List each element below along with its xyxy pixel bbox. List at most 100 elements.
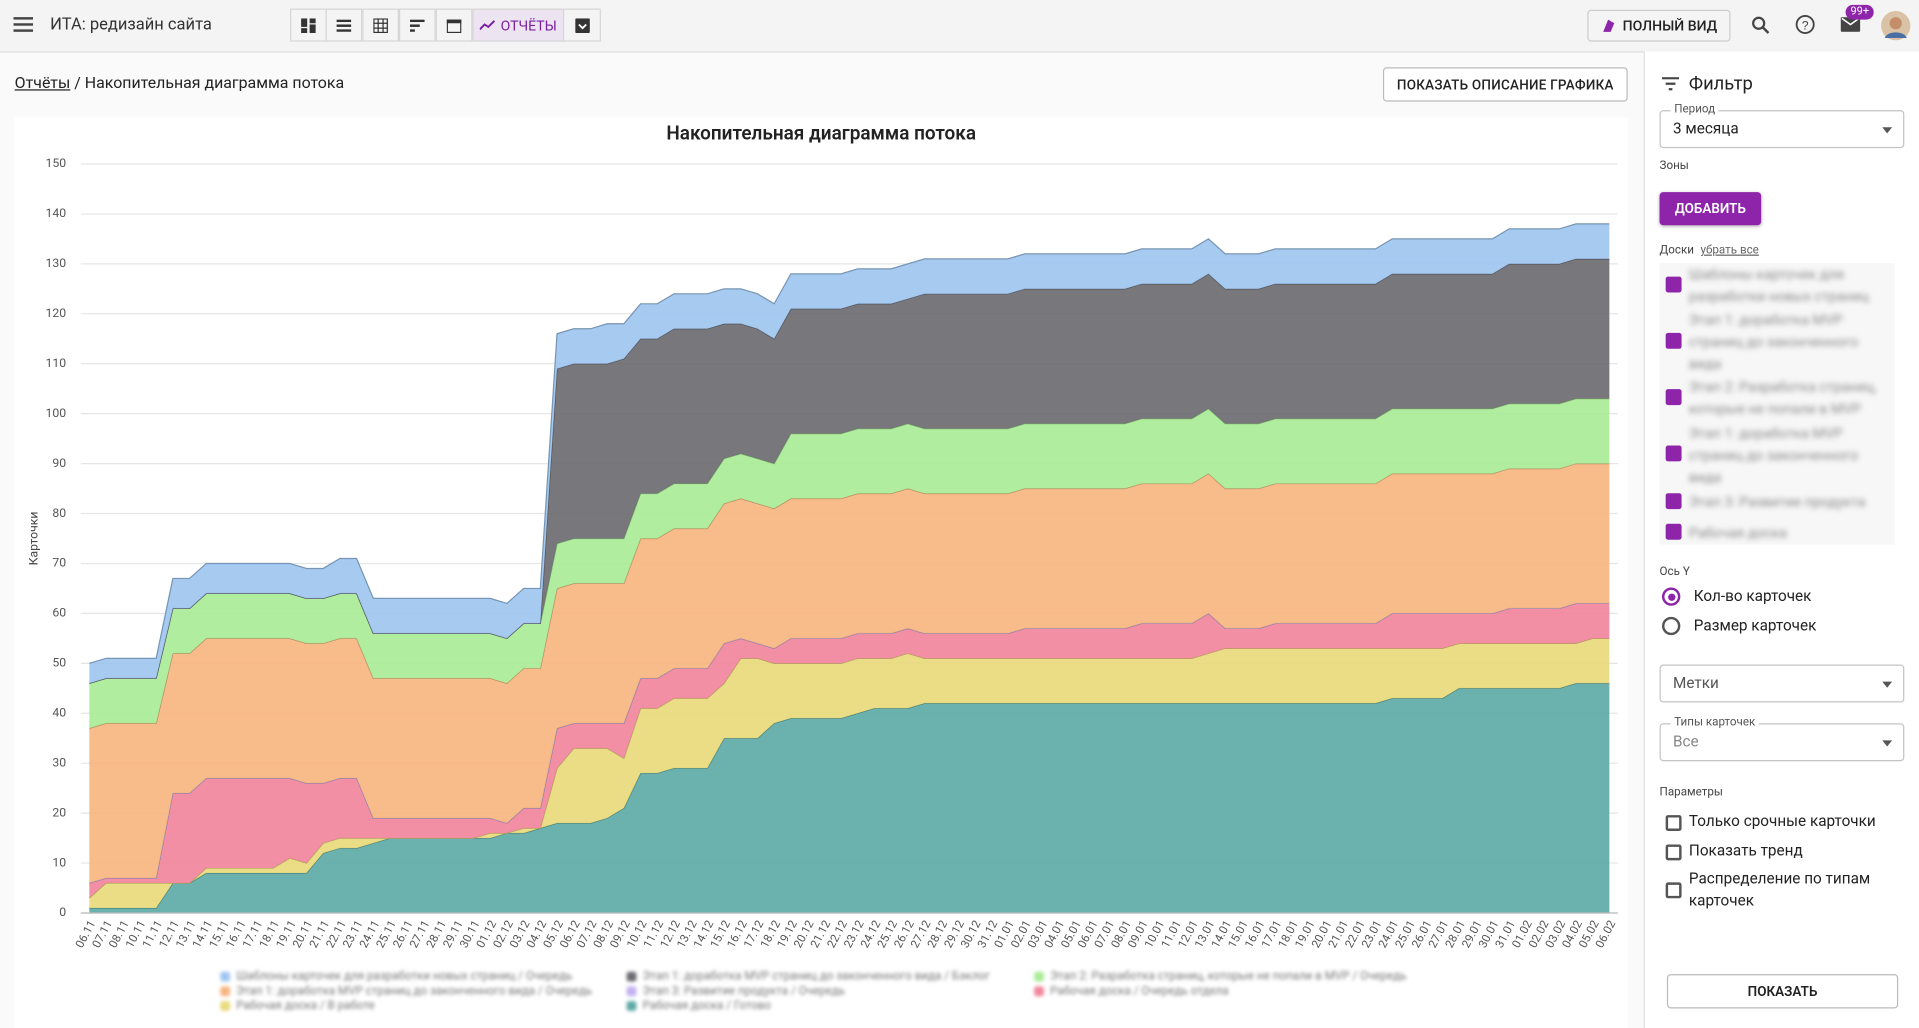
board-checkbox[interactable] <box>1665 389 1682 406</box>
menu-icon[interactable] <box>13 16 34 33</box>
tags-select[interactable]: Метки <box>1659 664 1905 703</box>
y-tick-label: 140 <box>45 206 66 220</box>
legend-swatch <box>1034 971 1044 982</box>
y-tick-label: 60 <box>52 606 66 620</box>
y-tick-label: 150 <box>45 156 66 170</box>
legend-label: Рабочая доска / В работе <box>236 998 375 1012</box>
axis-y-label: Ось Y <box>1659 565 1690 579</box>
card-types-value: Все <box>1673 733 1699 752</box>
boards-label: Доски убрать все <box>1660 244 1759 257</box>
legend-label: Этап 3: Развитие продукта / Очередь <box>643 983 846 997</box>
y-axis-label: Карточки <box>27 512 41 566</box>
radio-size[interactable] <box>1661 616 1681 636</box>
project-title: ИТА: редизайн сайта <box>50 14 212 35</box>
board-name: Рабочая доска <box>1688 523 1787 541</box>
legend-item: Рабочая доска / Очередь отдела <box>1034 983 1229 997</box>
legend-swatch <box>626 971 637 982</box>
board-name: Этап 1: доработка MVP страниц до законче… <box>1688 310 1859 373</box>
breadcrumb-current: Накопительная диаграмма потока <box>84 74 345 94</box>
card-types-label: Типы карточек <box>1670 715 1759 730</box>
area-line <box>89 462 1610 729</box>
tags-placeholder: Метки <box>1673 674 1719 693</box>
board-checkbox[interactable] <box>1665 493 1682 510</box>
legend-swatch <box>626 1001 637 1011</box>
param-checkbox[interactable] <box>1665 882 1682 899</box>
board-checkbox[interactable] <box>1665 523 1682 540</box>
period-value: 3 месяца <box>1673 119 1739 139</box>
radio-count-label: Кол-во карточек <box>1693 587 1812 606</box>
period-select[interactable]: Период 3 месяца <box>1659 102 1905 149</box>
help-icon[interactable]: ? <box>1795 14 1815 35</box>
tool-calendar[interactable] <box>435 8 473 42</box>
param-checkbox[interactable] <box>1665 815 1682 831</box>
legend-swatch <box>220 971 231 982</box>
legend-label: Шаблоны карточек для разработки новых ст… <box>236 969 572 983</box>
filter-title: Фильтр <box>1688 72 1753 95</box>
dropdown-arrow <box>1882 740 1893 747</box>
full-view-button[interactable]: ПОЛНЫЙ ВИД <box>1587 9 1731 42</box>
top-bar: ИТА: редизайн сайта ОТЧЁТЫ ПОЛНЫЙ ВИД ? … <box>0 0 1919 53</box>
area <box>89 638 1610 908</box>
breadcrumb-separator: / <box>74 74 81 94</box>
legend-label: Рабочая доска / Очередь отдела <box>1050 983 1228 997</box>
legend-swatch <box>220 986 231 997</box>
radio-count[interactable] <box>1661 587 1681 606</box>
dropdown-arrow <box>1882 681 1893 688</box>
mail-icon[interactable] <box>1840 17 1861 32</box>
legend-item: Рабочая доска / В работе <box>220 998 375 1012</box>
filter-panel: Фильтр Период 3 месяца Зоны ДОБАВИТЬ Дос… <box>1643 51 1919 1028</box>
card-types-select[interactable]: Типы карточек Все <box>1659 715 1905 762</box>
breadcrumb-root[interactable]: Отчёты <box>14 74 71 94</box>
legend-item: Этап 1: доработка MVP страниц до законче… <box>626 969 990 983</box>
tool-list[interactable] <box>325 8 363 42</box>
tool-sort[interactable] <box>398 8 436 42</box>
param-checkbox[interactable] <box>1665 844 1682 861</box>
search-icon[interactable] <box>1751 16 1770 34</box>
legend-label: Этап 2: Разработка страниц, которые не п… <box>1050 969 1407 983</box>
show-button[interactable]: ПОКАЗАТЬ <box>1666 974 1899 1009</box>
y-tick-label: 10 <box>52 855 66 869</box>
board-list: Шаблоны карточек для разработки новых ст… <box>1659 263 1895 545</box>
board-name: Этап 3: Развитие продукта <box>1688 493 1866 511</box>
board-checkbox[interactable] <box>1665 445 1682 462</box>
remove-all-link[interactable]: убрать все <box>1700 243 1759 258</box>
show-description-button[interactable]: ПОКАЗАТЬ ОПИСАНИЕ ГРАФИКА <box>1382 67 1628 102</box>
avatar[interactable] <box>1881 11 1911 41</box>
tool-dashboard[interactable] <box>290 8 327 42</box>
legend-swatch <box>626 986 637 997</box>
y-tick-label: 30 <box>52 755 66 769</box>
legend-item: Этап 1: доработка MVP страниц до законче… <box>220 983 592 997</box>
area-line <box>89 258 1610 684</box>
params-label: Параметры <box>1659 785 1723 800</box>
board-name: Этап 1: доработка MVP страниц до законче… <box>1688 424 1859 486</box>
filter-icon <box>1661 77 1680 91</box>
legend-item: Этап 2: Разработка страниц, которые не п… <box>1034 969 1407 983</box>
y-tick-label: 130 <box>45 256 66 270</box>
y-tick-label: 50 <box>52 656 66 670</box>
zones-label: Зоны <box>1659 159 1689 173</box>
legend-swatch <box>1034 986 1044 997</box>
chart: Накопительная диаграмма потока Карточки … <box>27 122 1619 1012</box>
y-tick-label: 20 <box>52 805 66 819</box>
board-checkbox[interactable] <box>1665 332 1682 349</box>
add-zone-button[interactable]: ДОБАВИТЬ <box>1659 192 1762 226</box>
board-checkbox[interactable] <box>1665 276 1682 293</box>
y-tick-label: 70 <box>52 556 66 570</box>
tool-archive[interactable] <box>562 8 601 42</box>
area <box>89 223 1610 684</box>
y-tick-label: 100 <box>45 406 66 420</box>
reports-tab-label: ОТЧЁТЫ <box>500 16 557 34</box>
legend-swatch <box>220 1001 231 1011</box>
boards-title: Доски <box>1659 243 1694 258</box>
dropdown-arrow <box>1882 127 1893 134</box>
area <box>89 258 1610 684</box>
y-tick-label: 0 <box>59 905 66 919</box>
param-label: Показать тренд <box>1688 842 1803 861</box>
legend-label: Этап 1: доработка MVP страниц до законче… <box>236 983 592 997</box>
legend-item: Рабочая доска / Готово <box>626 998 771 1012</box>
y-tick-label: 90 <box>52 456 66 470</box>
legend-item: Этап 3: Развитие продукта / Очередь <box>626 983 846 997</box>
area <box>89 463 1610 884</box>
tool-table[interactable] <box>362 8 399 42</box>
